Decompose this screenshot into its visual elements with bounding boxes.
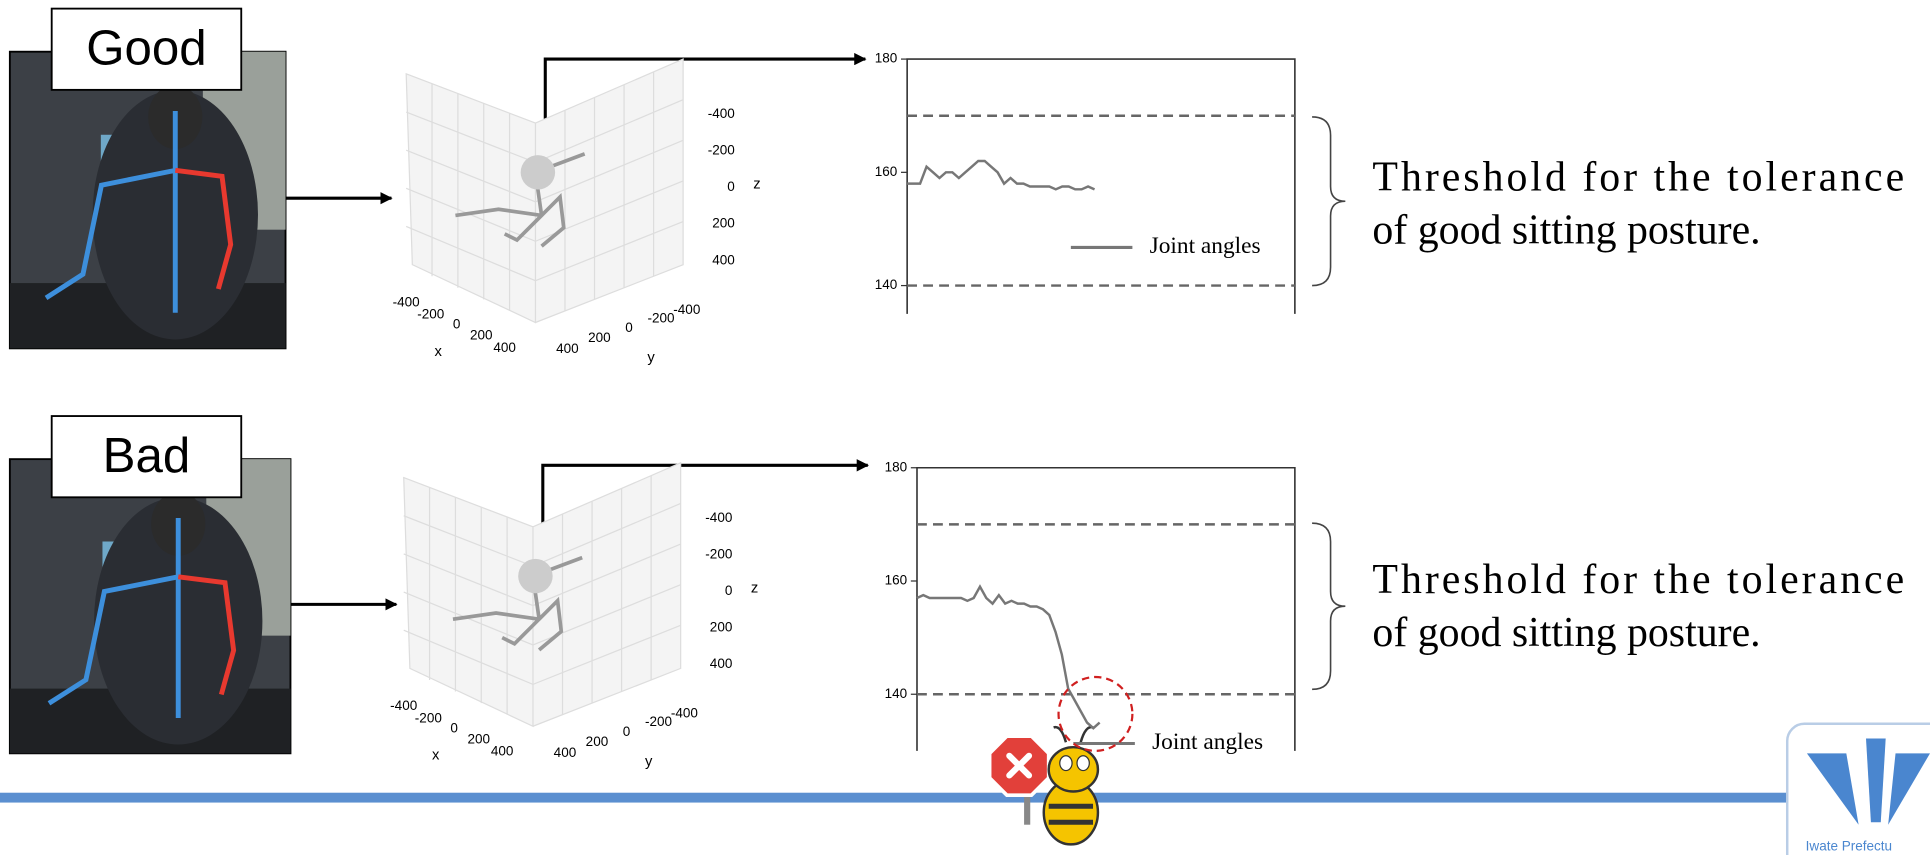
z-tick-label: -200 [708,143,735,158]
x-tick-label: 0 [450,720,458,735]
z-tick-label: 0 [727,179,735,194]
y-tick-label: 0 [625,320,633,335]
z-tick-label: 200 [710,619,733,634]
posture-label: Good [86,21,206,76]
z-tick-label: 400 [712,252,735,267]
z-tick-label: 400 [710,656,733,671]
z-tick-label: 0 [725,583,733,598]
legend-label: Joint angles [1152,729,1263,755]
legend-label: Joint angles [1150,233,1261,259]
x-tick-label: 400 [491,744,514,759]
y-tick-label: -200 [645,714,672,729]
y-tick-label: -400 [673,302,700,317]
y-tick-label: 140 [875,277,898,292]
threshold-note: of good sitting posture. [1372,610,1760,656]
y-tick-label: 400 [554,745,577,760]
y-tick-label: -200 [647,310,674,325]
y-axis-label: y [647,350,655,366]
x-axis-label: x [434,344,442,360]
x-tick-label: -200 [417,307,444,322]
y-tick-label: 200 [588,330,611,345]
x-tick-label: 200 [468,731,491,746]
threshold-note: Threshold for the tolerance [1372,155,1904,201]
z-tick-label: -400 [708,106,735,121]
y-tick-label: 140 [885,686,908,701]
logo-text: Iwate Prefectu [1806,838,1892,853]
x-tick-label: -200 [415,710,442,725]
slide: Iwate Prefectu Good-400-2000200400z-400-… [0,0,1930,855]
z-tick-label: -200 [705,546,732,561]
brace [1312,117,1345,286]
y-tick-label: -400 [671,706,698,721]
y-tick-label: 160 [885,573,908,588]
y-tick-label: 0 [623,724,631,739]
chart-frame [917,468,1295,751]
y-tick-label: 180 [875,51,898,66]
x-tick-label: 200 [470,328,493,343]
x-tick-label: -400 [390,698,417,713]
x-tick-label: 400 [493,340,516,355]
y-tick-label: 200 [586,734,609,749]
threshold-note: Threshold for the tolerance [1372,557,1904,603]
threshold-note: of good sitting posture. [1372,207,1760,253]
posture-label: Bad [103,428,191,483]
logo: Iwate Prefectu [1787,724,1930,855]
z-tick-label: 200 [712,216,735,231]
z-tick-label: -400 [705,510,732,525]
y-axis-label: y [645,754,653,770]
z-axis-label: z [751,580,758,596]
y-tick-label: 180 [885,459,908,474]
skeleton-3d-head [518,559,552,593]
y-tick-label: 400 [556,341,579,356]
skeleton-3d-head [521,155,555,189]
alert-circle [1059,677,1133,751]
joint-angle-line [917,587,1100,729]
brace [1312,523,1345,689]
footer-bar [0,793,1791,803]
x-tick-label: 0 [453,317,461,332]
x-axis-label: x [432,748,440,764]
x-tick-label: -400 [393,294,420,309]
joint-angle-line [907,161,1094,189]
z-axis-label: z [753,177,760,193]
y-tick-label: 160 [875,164,898,179]
chart-frame [907,59,1295,314]
